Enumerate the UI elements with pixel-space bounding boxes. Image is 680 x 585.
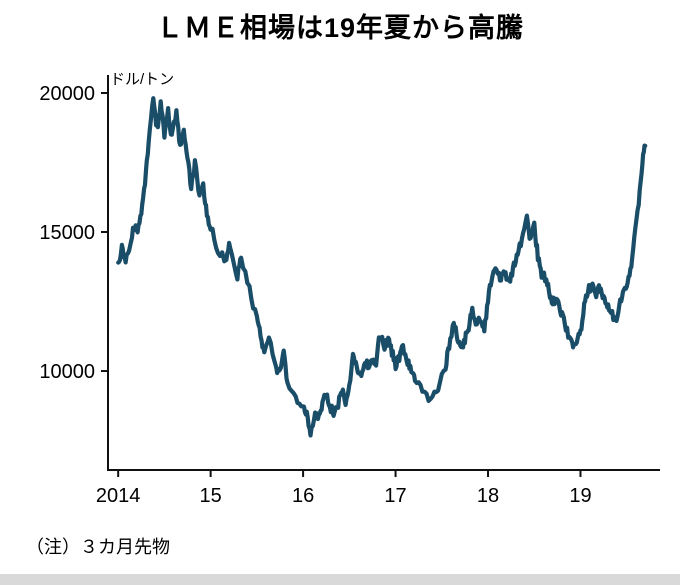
unit-label: ドル/トン <box>110 71 174 88</box>
bottom-divider <box>0 574 680 585</box>
chart-svg: 10000 15000 20000 2014 15 16 17 18 19 ドル/トン <box>39 71 660 507</box>
x-tick-label: 18 <box>477 485 499 507</box>
chart-note: （注）３カ月先物 <box>26 537 170 557</box>
x-tick-label: 2014 <box>96 485 141 507</box>
price-line <box>116 96 648 438</box>
y-tick-label: 20000 <box>39 83 95 105</box>
y-tick-label: 10000 <box>39 361 95 383</box>
y-tick-label: 15000 <box>39 222 95 244</box>
x-tick-label: 17 <box>384 485 406 507</box>
axes <box>107 75 660 471</box>
chart-title: ＬＭＥ相場は19年夏から高騰 <box>155 13 525 43</box>
x-tick-label: 16 <box>292 485 314 507</box>
x-tick-label: 15 <box>200 485 222 507</box>
x-tick-label: 19 <box>569 485 591 507</box>
